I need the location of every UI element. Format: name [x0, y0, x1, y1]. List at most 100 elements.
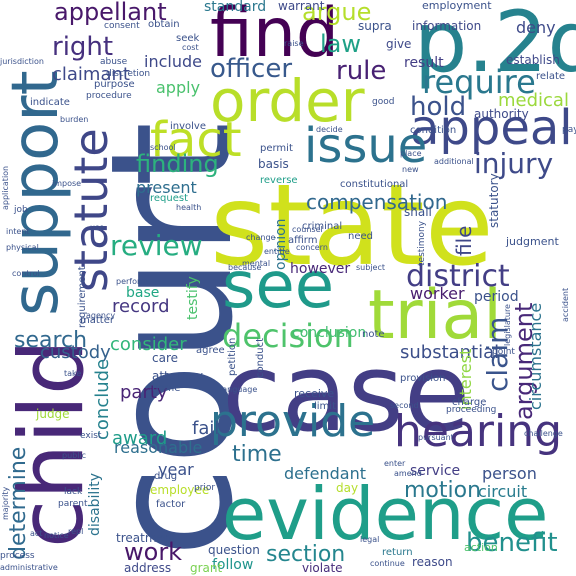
word-statute: statute [64, 128, 118, 292]
word-decision: decision [222, 317, 354, 355]
word-claimant: claimant [52, 64, 130, 85]
word-control: control [12, 269, 40, 278]
word-work: work [124, 538, 183, 566]
word-injury: injury [474, 147, 554, 180]
word-district: district [406, 259, 510, 294]
word-job: job [14, 205, 28, 215]
word-circuit: circuit [478, 482, 528, 501]
word-drug: drug [154, 471, 178, 482]
word-cost: cost [182, 43, 199, 52]
word-act: act [30, 529, 43, 538]
word-change: change [246, 233, 276, 242]
word-matter: matter [80, 315, 114, 326]
word-agency: agency [86, 311, 116, 320]
word-motion: motion [404, 478, 482, 503]
word-party: party [120, 382, 168, 403]
word-disability: disability [87, 473, 103, 536]
word-custody: custody [40, 342, 111, 363]
word-however: however [290, 261, 351, 277]
word-establish: establish [506, 53, 560, 67]
word-conclusion: conclusion [292, 325, 367, 341]
word-permit: permit [260, 143, 293, 154]
word-day: day [336, 481, 359, 495]
word-second: second [390, 401, 419, 410]
word-warrant: warrant [278, 0, 325, 13]
word-issue: issue [304, 118, 428, 174]
word-note: note [362, 329, 385, 340]
word-supra: supra [358, 19, 392, 33]
word-reverse: reverse [260, 175, 298, 186]
word-statutory: statutory [487, 173, 501, 228]
word-worker: worker [410, 284, 465, 303]
word-rule: rule [336, 56, 387, 86]
word-subject: subject [356, 263, 385, 272]
word-apply: apply [156, 78, 201, 97]
word-question: question [208, 543, 260, 557]
word-circumstance: circumstance [526, 302, 545, 410]
word-fail: fail [192, 418, 220, 439]
word-language: language [220, 385, 258, 394]
word-condition: condition [410, 125, 457, 136]
word-physical: physical [6, 243, 39, 252]
word-mental: mental [242, 259, 271, 268]
word-defendant: defendant [284, 464, 366, 483]
word-consider: consider [110, 334, 187, 355]
word-hearing: hearing [394, 406, 563, 457]
word-record: record [112, 296, 170, 317]
word-find: find [210, 0, 340, 73]
word-substantial: substantial [400, 342, 500, 363]
word-constitutional: constitutional [340, 179, 409, 190]
word-employee: employee [150, 483, 210, 497]
word-violate: violate [302, 561, 343, 575]
word-need: need [348, 231, 373, 242]
word-action: action [464, 541, 498, 554]
word-testify: testify [185, 276, 201, 320]
word-accident: accident [561, 287, 570, 322]
word-officer: officer [210, 54, 293, 84]
word-proceeding: proceeding [446, 405, 497, 415]
word-service: service [410, 463, 461, 479]
word-benefit: benefit [466, 528, 558, 558]
word-discretion: discretion [106, 69, 151, 79]
word-deny: deny [516, 18, 556, 37]
word-treatment: treatment [116, 531, 177, 545]
word-law: law [320, 30, 362, 58]
word-raise: raise [284, 39, 304, 48]
word-give: give [386, 37, 412, 51]
word-legal: legal [360, 535, 380, 544]
word-notice: notice [44, 531, 69, 540]
word-case: case [222, 331, 471, 456]
word-home: home [152, 383, 181, 394]
word-employment: employment [422, 0, 492, 12]
word-take: take [64, 369, 82, 378]
word-period: period [474, 289, 519, 305]
word-obtain: obtain [148, 19, 180, 30]
word-affirm: affirm [288, 235, 318, 246]
word-evidence: evidence [222, 472, 549, 556]
word-conclude: conclude [92, 358, 113, 440]
word-trial: trial [368, 276, 503, 355]
word-hold: hold [410, 92, 467, 122]
word-present: present [136, 178, 197, 197]
word-application: application [1, 165, 10, 210]
word-argue: argue [302, 0, 372, 26]
word-result: result [404, 55, 444, 71]
word-request: request [150, 193, 189, 204]
word-follow: follow [212, 557, 254, 573]
word-receive: receive [294, 387, 335, 400]
word-parent: parent [58, 499, 88, 509]
word-person: person [482, 464, 537, 483]
word-opinion: opinion [273, 218, 289, 270]
word-finding: finding [136, 150, 219, 178]
word-year: year [158, 460, 194, 479]
word-jurisdiction: jurisdiction [0, 57, 44, 66]
word-judge: judge [36, 407, 70, 421]
word-attorney: attorney [152, 369, 203, 383]
word-charge: charge [452, 397, 487, 408]
word-burden: burden [60, 115, 89, 124]
word-continue: continue [370, 559, 405, 568]
word-intent: intent [6, 227, 30, 236]
word-care: care [152, 351, 179, 365]
word-seek: seek [176, 33, 200, 44]
